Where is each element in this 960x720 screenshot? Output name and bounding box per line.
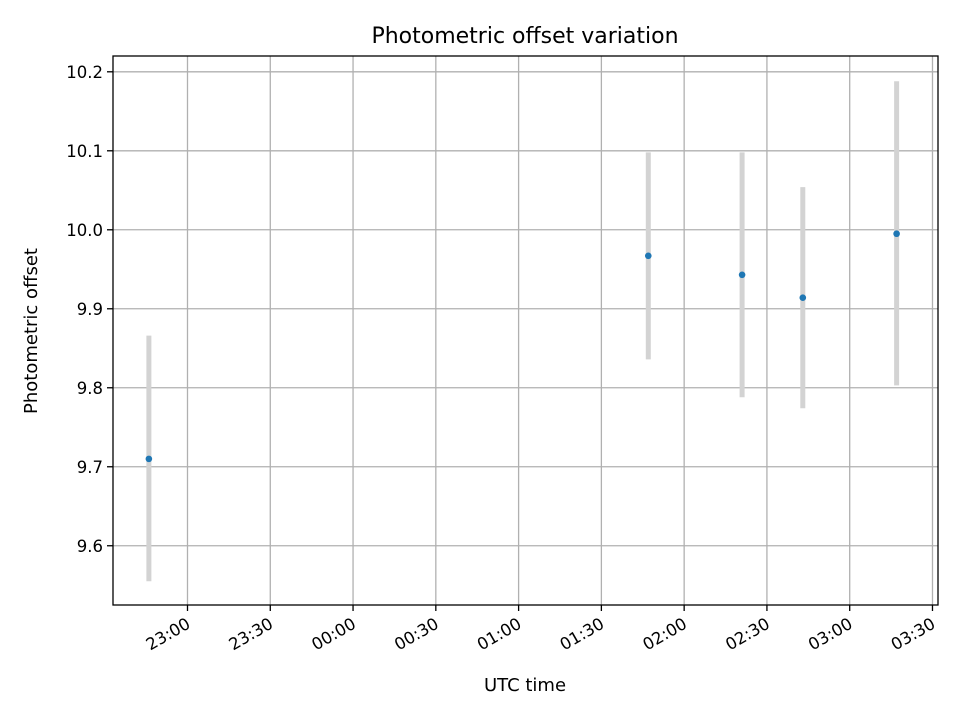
grid (113, 56, 938, 605)
y-tick-label: 10.1 (66, 142, 103, 161)
y-tick-label: 9.8 (77, 379, 103, 398)
error-bars (146, 81, 900, 582)
x-tick-label: 03:00 (805, 614, 856, 654)
y-axis-ticks: 9.6 9.7 9.8 9.9 10.0 10.1 10.2 (66, 63, 113, 556)
plot-frame (112, 55, 939, 606)
x-tick-label: 01:30 (557, 614, 608, 654)
data-point (893, 230, 900, 238)
x-tick-label: 23:00 (143, 614, 194, 654)
x-tick-label: 01:00 (474, 614, 525, 654)
data-points (145, 230, 900, 463)
x-tick-label: 03:30 (888, 614, 939, 654)
y-tick-label: 9.6 (77, 537, 103, 556)
y-tick-label: 9.9 (77, 300, 103, 319)
x-axis-label: UTC time (484, 675, 566, 696)
data-point (145, 455, 153, 463)
x-axis-ticks: 23:00 23:30 00:00 00:30 01:00 01:30 02:00 02:30… (143, 605, 939, 654)
x-tick-label: 00:00 (308, 614, 359, 654)
x-tick-label: 02:30 (722, 614, 773, 654)
y-axis-label: Photometric offset (21, 248, 42, 414)
y-tick-label: 10.0 (66, 221, 103, 240)
x-tick-label: 23:30 (226, 614, 277, 654)
x-tick-label: 00:30 (391, 614, 442, 654)
y-tick-label: 10.2 (66, 63, 103, 82)
x-tick-label: 02:00 (639, 614, 690, 654)
data-point (644, 252, 652, 260)
y-tick-label: 9.7 (77, 458, 103, 477)
chart-title: Photometric offset variation (371, 24, 678, 49)
data-point (738, 271, 746, 279)
data-point (799, 294, 807, 302)
